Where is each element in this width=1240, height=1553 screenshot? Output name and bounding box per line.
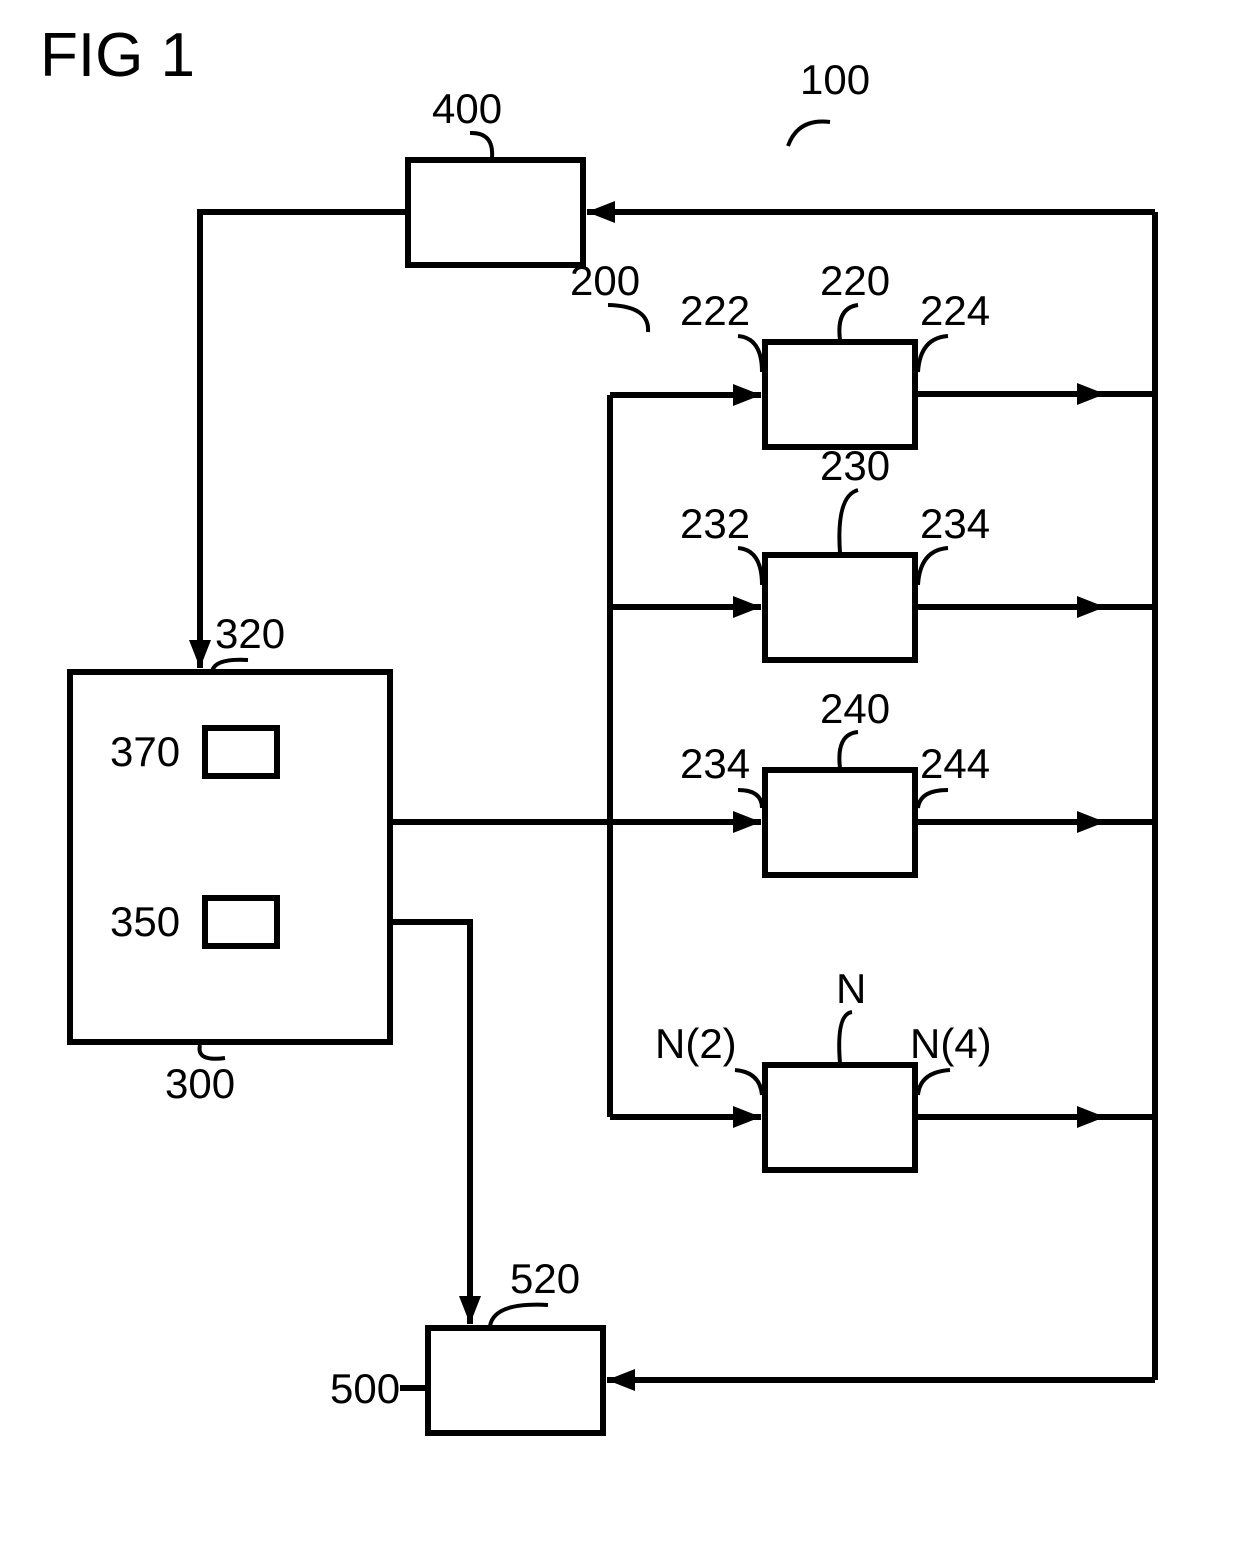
label-244: 244 — [920, 740, 990, 788]
label-400: 400 — [432, 85, 502, 133]
label-N: N — [836, 965, 866, 1013]
label-230: 230 — [820, 442, 890, 490]
label-234: 234 — [920, 500, 990, 548]
label-100: 100 — [800, 56, 870, 104]
label-320: 320 — [215, 610, 285, 658]
label-350: 350 — [110, 898, 180, 946]
label-232: 232 — [680, 500, 750, 548]
label-200: 200 — [570, 257, 640, 305]
label-N2: N(2) — [655, 1020, 737, 1068]
label-300: 300 — [165, 1060, 235, 1108]
label-520: 520 — [510, 1255, 580, 1303]
diagram-svg — [0, 0, 1240, 1553]
figure-canvas: FIG 1 100 400 200 222 220 224 232 230 23… — [0, 0, 1240, 1553]
label-500: 500 — [330, 1365, 400, 1413]
label-224: 224 — [920, 287, 990, 335]
label-234b: 234 — [680, 740, 750, 788]
label-222: 222 — [680, 287, 750, 335]
label-370: 370 — [110, 728, 180, 776]
label-240: 240 — [820, 685, 890, 733]
label-220: 220 — [820, 257, 890, 305]
label-N4: N(4) — [910, 1020, 992, 1068]
